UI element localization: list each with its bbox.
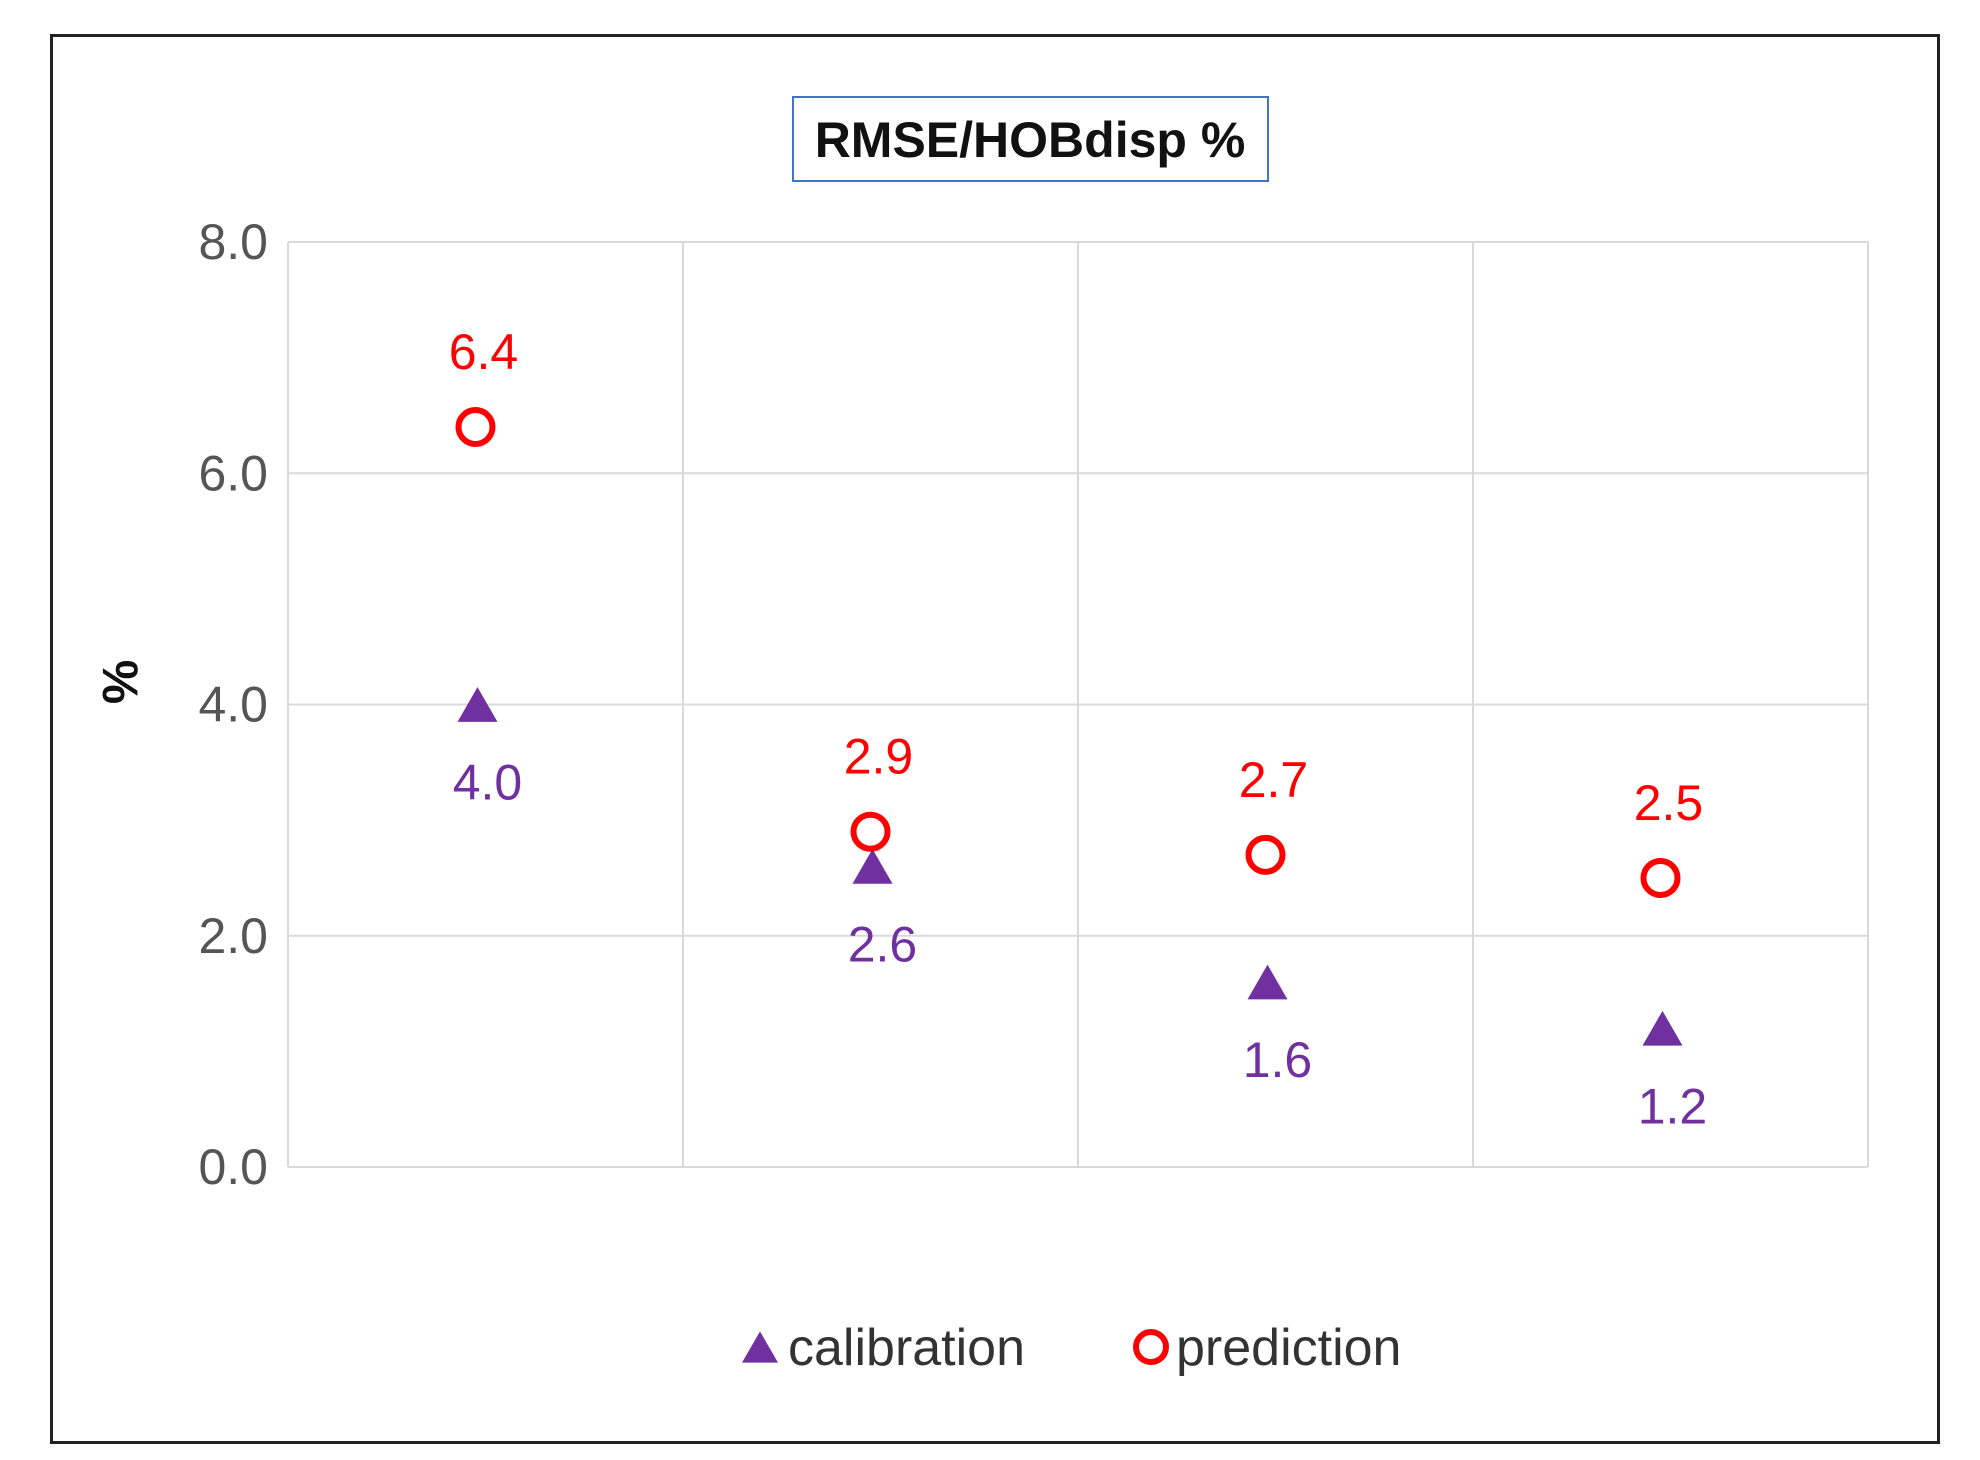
legend-calibration-label: calibration [788,1319,1025,1377]
y-tick-label: 8.0 [198,214,268,270]
calibration-point [852,848,893,884]
prediction-point [1640,857,1681,898]
calibration-data-label: 2.6 [848,916,918,972]
scatter-chart: RMSE/HOBdisp % % 0.0 2.0 4.0 6.0 8.0 4.0 2.6 1.… [92,96,1869,1377]
legend-prediction-label: prediction [1176,1319,1401,1377]
y-axis-label: % [92,660,148,704]
calibration-data-label: 4.0 [453,755,523,811]
prediction-point [850,811,891,852]
legend-calibration-marker [742,1331,778,1363]
calibration-point [457,687,498,722]
chart-frame: RMSE/HOBdisp % % 0.0 2.0 4.0 6.0 8.0 4.0 2.6 1.… [50,34,1940,1444]
legend-prediction-marker [1133,1329,1169,1365]
calibration-point [1642,1010,1683,1046]
prediction-data-label: 2.9 [844,729,914,785]
y-tick-label: 4.0 [198,677,268,733]
legend: calibration prediction [742,1319,1401,1377]
calibration-point [1247,964,1288,1000]
y-tick-label: 0.0 [198,1139,268,1195]
prediction-data-label: 6.4 [449,324,519,380]
calibration-data-label: 1.6 [1243,1032,1313,1088]
prediction-data-label: 2.5 [1634,775,1704,831]
prediction-point [1245,834,1286,875]
calibration-data-label: 1.2 [1638,1078,1708,1134]
plot-area: 0.0 2.0 4.0 6.0 8.0 4.0 2.6 1.6 1.2 6.4 2.9 2.7 2.5 [198,214,1869,1195]
chart-title: RMSE/HOBdisp % [815,112,1246,168]
chart-title-box [792,96,1269,182]
prediction-data-label: 2.7 [1239,752,1309,808]
y-tick-label: 6.0 [198,445,268,501]
prediction-point [455,407,496,447]
y-tick-label: 2.0 [198,908,268,964]
